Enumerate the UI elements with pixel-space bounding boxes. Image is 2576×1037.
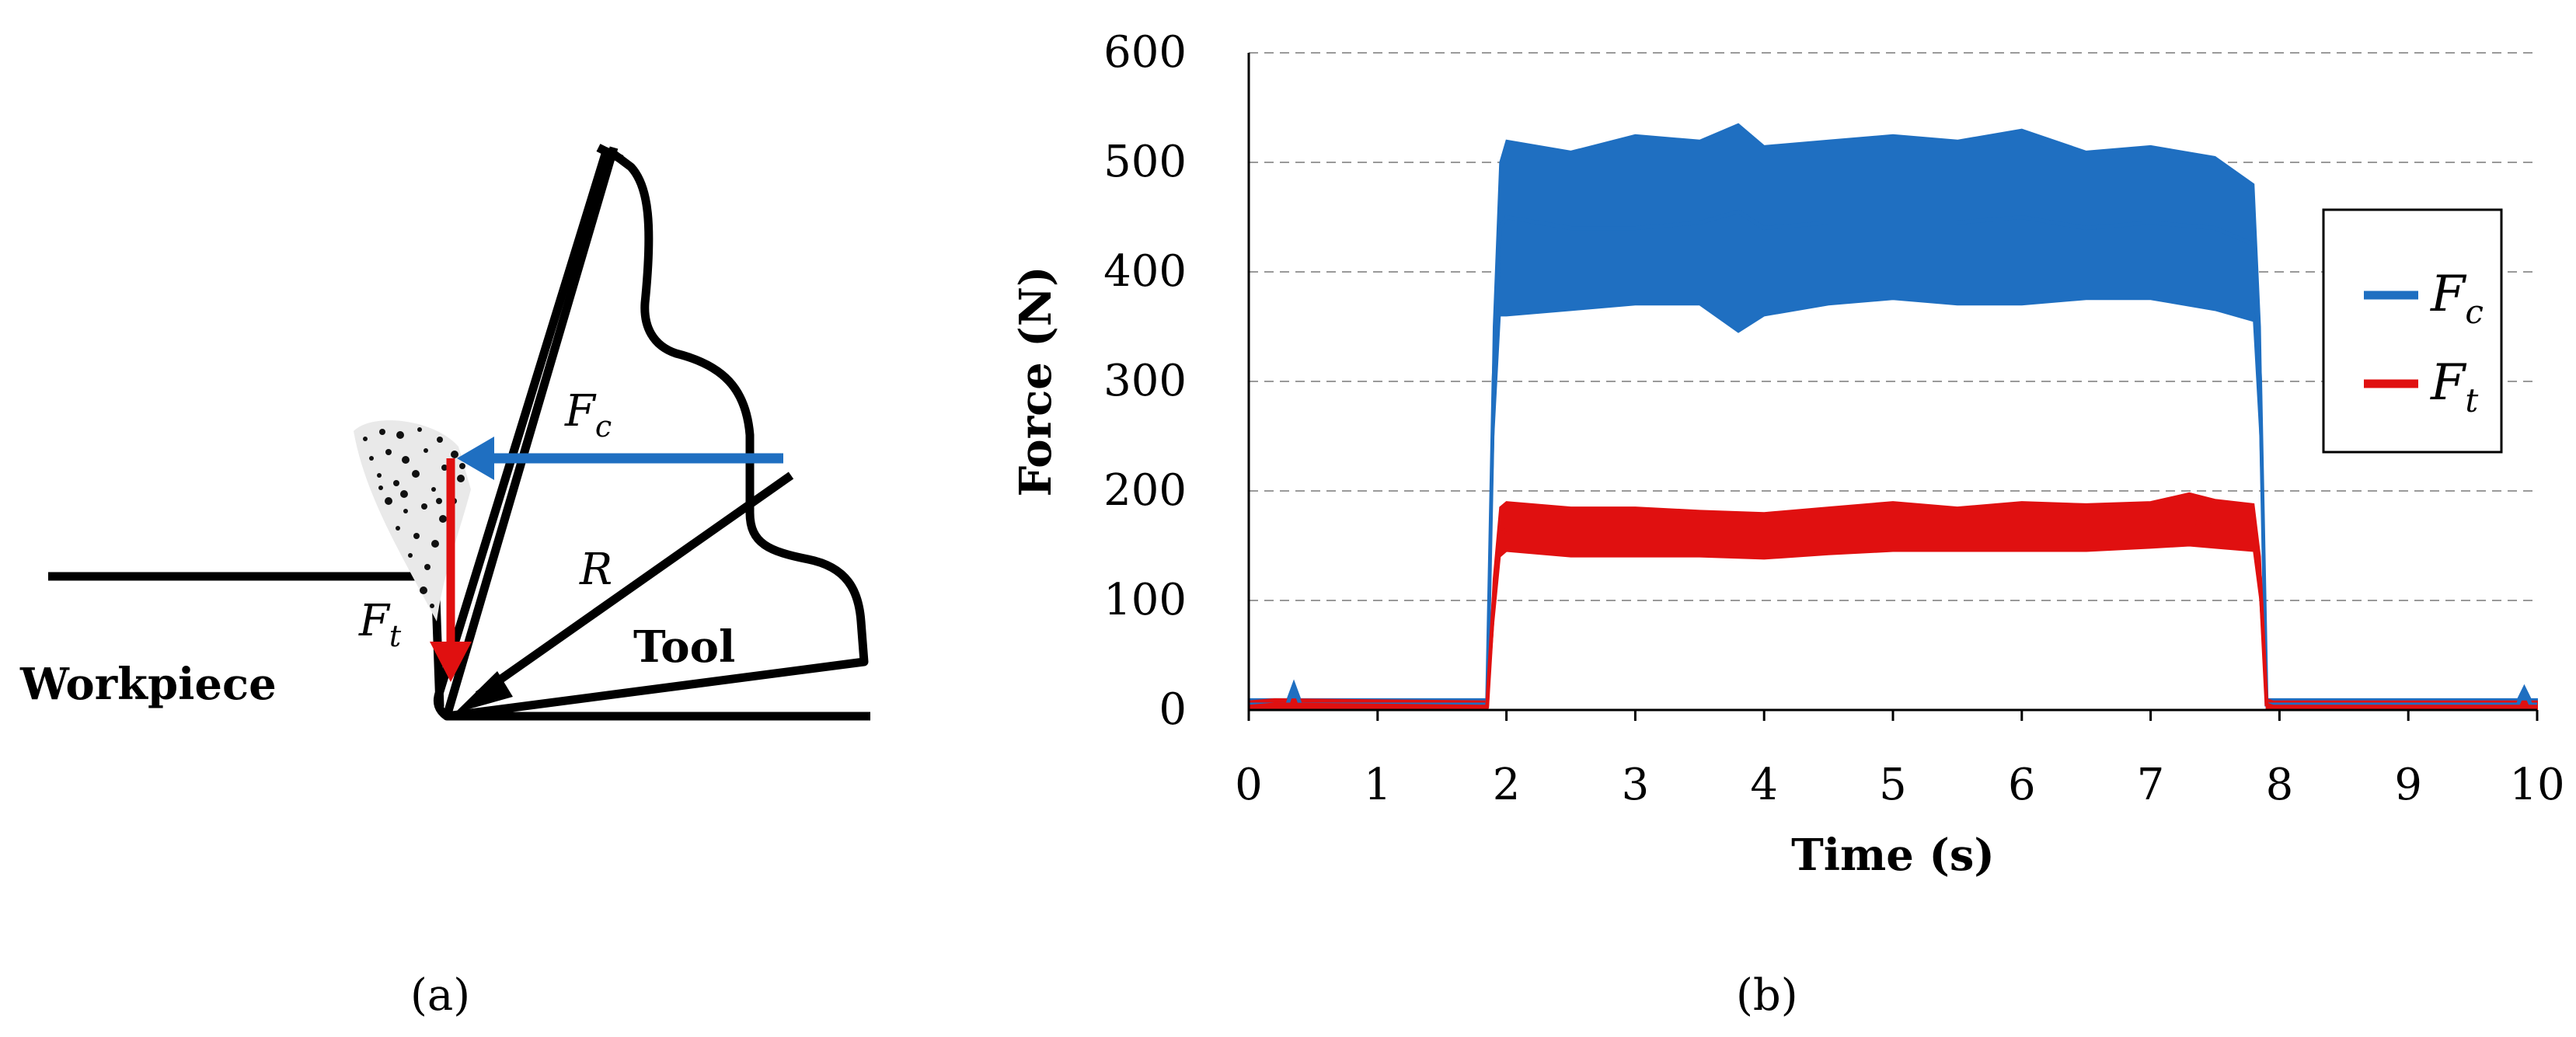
legend: Fc Ft bbox=[2322, 208, 2503, 454]
y-tick-label: 0 bbox=[1159, 684, 1187, 735]
chip-grain bbox=[412, 470, 420, 478]
chip-grain bbox=[363, 437, 368, 441]
chip-texture bbox=[363, 427, 465, 608]
chip-grain bbox=[400, 490, 408, 498]
resultant-force-label: R bbox=[579, 545, 612, 595]
cutting-force-arrowhead bbox=[457, 437, 494, 480]
chip-grain bbox=[420, 586, 427, 594]
chip-grain bbox=[424, 448, 428, 453]
chip-grain bbox=[457, 475, 465, 482]
chip-grain bbox=[441, 465, 448, 471]
y-tick-label: 100 bbox=[1103, 575, 1187, 625]
chip-grain bbox=[379, 429, 385, 435]
chip-grain bbox=[417, 427, 422, 432]
y-tick-label: 500 bbox=[1103, 137, 1187, 187]
chip-grain bbox=[385, 449, 392, 455]
series-line-Ft bbox=[1248, 519, 2537, 709]
chip-grain bbox=[378, 485, 383, 490]
chip-grain bbox=[377, 473, 382, 478]
series-line-Fc bbox=[1249, 209, 2537, 707]
thrust-force-label: Ft bbox=[358, 596, 402, 653]
legend-fc-symbol: F bbox=[2430, 266, 2467, 323]
force-time-chart: 0 100 200 300 400 500 600 0 1 2 3 4 5 6 7 8 9 10 Time (s… bbox=[1010, 27, 2565, 1021]
y-tick-label: 600 bbox=[1103, 27, 1187, 78]
thrust-force-symbol: F bbox=[358, 596, 391, 646]
chip-grain bbox=[431, 540, 439, 548]
panel-b-label: (b) bbox=[1736, 970, 1798, 1021]
x-axis-title: Time (s) bbox=[1791, 830, 1995, 881]
x-tick-label: 4 bbox=[1750, 760, 1778, 810]
chip-grain bbox=[385, 497, 392, 505]
chip-grain bbox=[408, 553, 413, 558]
x-tick-label: 10 bbox=[2509, 760, 2564, 810]
cutting-force-diagram: Workpiece Tool Fc Ft R (a) bbox=[19, 144, 870, 1021]
tool-outline bbox=[433, 147, 869, 721]
cutting-force-symbol: F bbox=[564, 386, 597, 437]
chip-grain bbox=[430, 604, 434, 608]
chip-grain bbox=[402, 456, 410, 464]
tool-label: Tool bbox=[633, 621, 735, 673]
tool-rake-face bbox=[442, 146, 619, 718]
chip-grain bbox=[437, 437, 443, 443]
y-tick-label: 300 bbox=[1103, 356, 1187, 406]
resultant-force-arrow bbox=[475, 472, 794, 699]
series-band-Ft bbox=[1248, 492, 2538, 711]
y-tick-label: 200 bbox=[1103, 465, 1187, 516]
tool-top-mark bbox=[596, 144, 624, 163]
chip-grain bbox=[403, 509, 408, 513]
chip-grain bbox=[421, 503, 427, 510]
thrust-force-arrowhead bbox=[430, 642, 472, 682]
panel-a-label: (a) bbox=[410, 970, 470, 1021]
chip bbox=[354, 420, 471, 621]
legend-label-fc: Fc bbox=[2430, 266, 2484, 331]
workpiece-label: Workpiece bbox=[19, 659, 277, 710]
chip-grain bbox=[436, 498, 442, 504]
x-tick-label: 1 bbox=[1364, 760, 1392, 810]
x-tick-label: 3 bbox=[1622, 760, 1650, 810]
chip-grain bbox=[451, 451, 458, 458]
y-tick-labels: 0 100 200 300 400 500 600 bbox=[1103, 27, 1187, 735]
chip-grain bbox=[369, 456, 374, 461]
x-tick-label: 6 bbox=[2008, 760, 2036, 810]
y-axis-title: Force (N) bbox=[1010, 266, 1061, 497]
chip-grain bbox=[431, 487, 436, 492]
chip-grain bbox=[413, 533, 420, 539]
cutting-force-subscript: c bbox=[595, 409, 612, 444]
x-tick-label: 8 bbox=[2266, 760, 2294, 810]
legend-ft-symbol: F bbox=[2430, 354, 2467, 412]
y-tick-label: 400 bbox=[1103, 246, 1187, 297]
chip-grain bbox=[459, 463, 465, 469]
x-tick-label: 2 bbox=[1493, 760, 1521, 810]
x-tick-label: 5 bbox=[1879, 760, 1907, 810]
x-tick-label: 7 bbox=[2137, 760, 2165, 810]
x-tick-labels: 0 1 2 3 4 5 6 7 8 9 10 bbox=[1235, 710, 2565, 810]
legend-ft-subscript: t bbox=[2465, 381, 2478, 419]
legend-box bbox=[2322, 208, 2503, 454]
x-tick-label: 0 bbox=[1235, 760, 1263, 810]
chip-grain bbox=[396, 431, 404, 439]
resultant-arrowhead bbox=[455, 671, 513, 713]
chip-grain bbox=[393, 480, 399, 486]
chip-grain bbox=[424, 564, 430, 570]
legend-label-ft: Ft bbox=[2430, 354, 2478, 419]
chip-grain bbox=[396, 526, 400, 531]
x-tick-label: 9 bbox=[2394, 760, 2422, 810]
thrust-force-subscript: t bbox=[389, 619, 402, 653]
cutting-force-label: Fc bbox=[564, 386, 612, 444]
chip-grain bbox=[439, 515, 447, 523]
series-lines bbox=[1248, 209, 2537, 709]
legend-fc-subscript: c bbox=[2465, 293, 2484, 331]
